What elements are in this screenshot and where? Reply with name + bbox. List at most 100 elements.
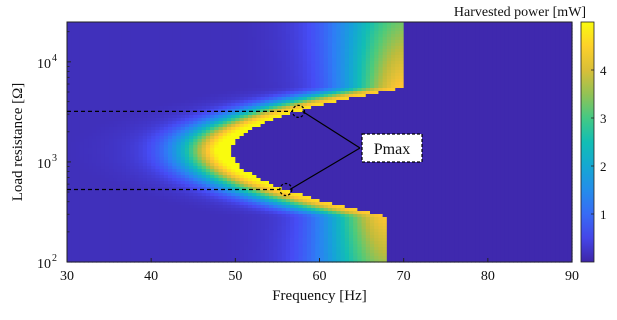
heatmap-cell [458,46,464,50]
heatmap-cell [546,91,552,95]
heatmap-cell [79,139,85,143]
heatmap-cell [391,103,396,107]
heatmap-cell [340,67,346,71]
heatmap-cell [483,43,489,47]
heatmap-cell [550,115,556,119]
heatmap-cell [407,25,413,29]
heatmap-cell [252,130,257,134]
heatmap-cell [155,73,161,77]
heatmap-cell [189,64,194,68]
heatmap-cell [176,58,182,62]
heatmap-cell [252,43,257,47]
heatmap-cell [247,67,253,71]
heatmap-cell [104,94,110,98]
heatmap-cell [353,130,358,134]
heatmap-cell [357,91,363,95]
heatmap-cell [428,28,434,32]
heatmap-cell [277,106,283,110]
heatmap-cell [172,73,178,77]
heatmap-cell [79,61,85,65]
heatmap-cell [466,88,472,92]
heatmap-cell [386,43,392,47]
heatmap-cell [247,40,253,44]
heatmap-cell [125,67,131,71]
heatmap-cell [256,49,262,53]
heatmap-cell [534,106,539,110]
heatmap-cell [193,73,199,77]
heatmap-cell [226,61,232,65]
heatmap-cell [146,22,152,26]
heatmap-cell [269,34,274,38]
heatmap-cell [172,25,178,29]
heatmap-cell [311,118,316,122]
heatmap-cell [218,49,224,53]
heatmap-cell [336,46,342,50]
heatmap-cells [67,22,573,263]
heatmap-cell [273,46,279,50]
heatmap-cell [386,91,392,95]
heatmap-cell [222,73,228,77]
heatmap-cell [428,46,434,50]
heatmap-cell [172,28,178,32]
heatmap-cell [348,115,354,119]
heatmap-cell [521,58,527,62]
heatmap-cell [125,139,131,143]
heatmap-cell [458,115,464,119]
heatmap-cell [357,61,363,65]
heatmap-cell [273,106,279,110]
heatmap-cell [391,124,396,128]
heatmap-cell [433,28,438,32]
heatmap-cell [483,127,489,131]
heatmap-cell [113,97,119,101]
heatmap-cell [117,49,123,53]
heatmap-cell [483,70,489,74]
heatmap-cell [521,121,527,125]
heatmap-cell [100,91,106,95]
heatmap-cell [104,139,110,143]
heatmap-cell [407,94,413,98]
heatmap-cell [184,133,190,137]
heatmap-cell [155,70,161,74]
heatmap-cell [546,136,552,140]
heatmap-cell [344,25,350,29]
heatmap-cell [441,61,447,65]
heatmap-cell [340,52,346,56]
heatmap-cell [311,88,316,92]
heatmap-cell [92,133,98,137]
heatmap-cell [517,43,523,47]
heatmap-cell [500,118,506,122]
heatmap-cell [138,94,144,98]
heatmap-cell [424,115,430,119]
heatmap-cell [121,97,127,101]
heatmap-cell [92,97,98,101]
heatmap-cell [146,28,152,32]
heatmap-cell [416,55,422,59]
heatmap-cell [294,124,300,128]
heatmap-cell [88,97,93,101]
heatmap-cell [374,73,380,77]
heatmap-cell [256,31,262,35]
heatmap-cell [130,43,135,47]
heatmap-cell [168,124,173,128]
heatmap-cell [471,28,476,32]
heatmap-cell [563,106,569,110]
heatmap-cell [559,22,565,26]
heatmap-cell [348,127,354,131]
heatmap-cell [75,124,81,128]
heatmap-cell [290,34,295,38]
heatmap-cell [109,103,114,107]
heatmap-cell [176,49,182,53]
heatmap-cell [130,139,135,143]
heatmap-cell [513,46,518,50]
heatmap-cell [437,121,443,125]
heatmap-cell [117,112,123,116]
heatmap-cell [210,49,215,53]
heatmap-cell [130,145,135,149]
heatmap-cell [88,73,93,77]
heatmap-cell [260,31,266,35]
heatmap-cell [428,127,434,131]
heatmap-cell [269,130,274,134]
heatmap-cell [424,94,430,98]
heatmap-cell [193,82,199,86]
heatmap-cell [513,55,518,59]
